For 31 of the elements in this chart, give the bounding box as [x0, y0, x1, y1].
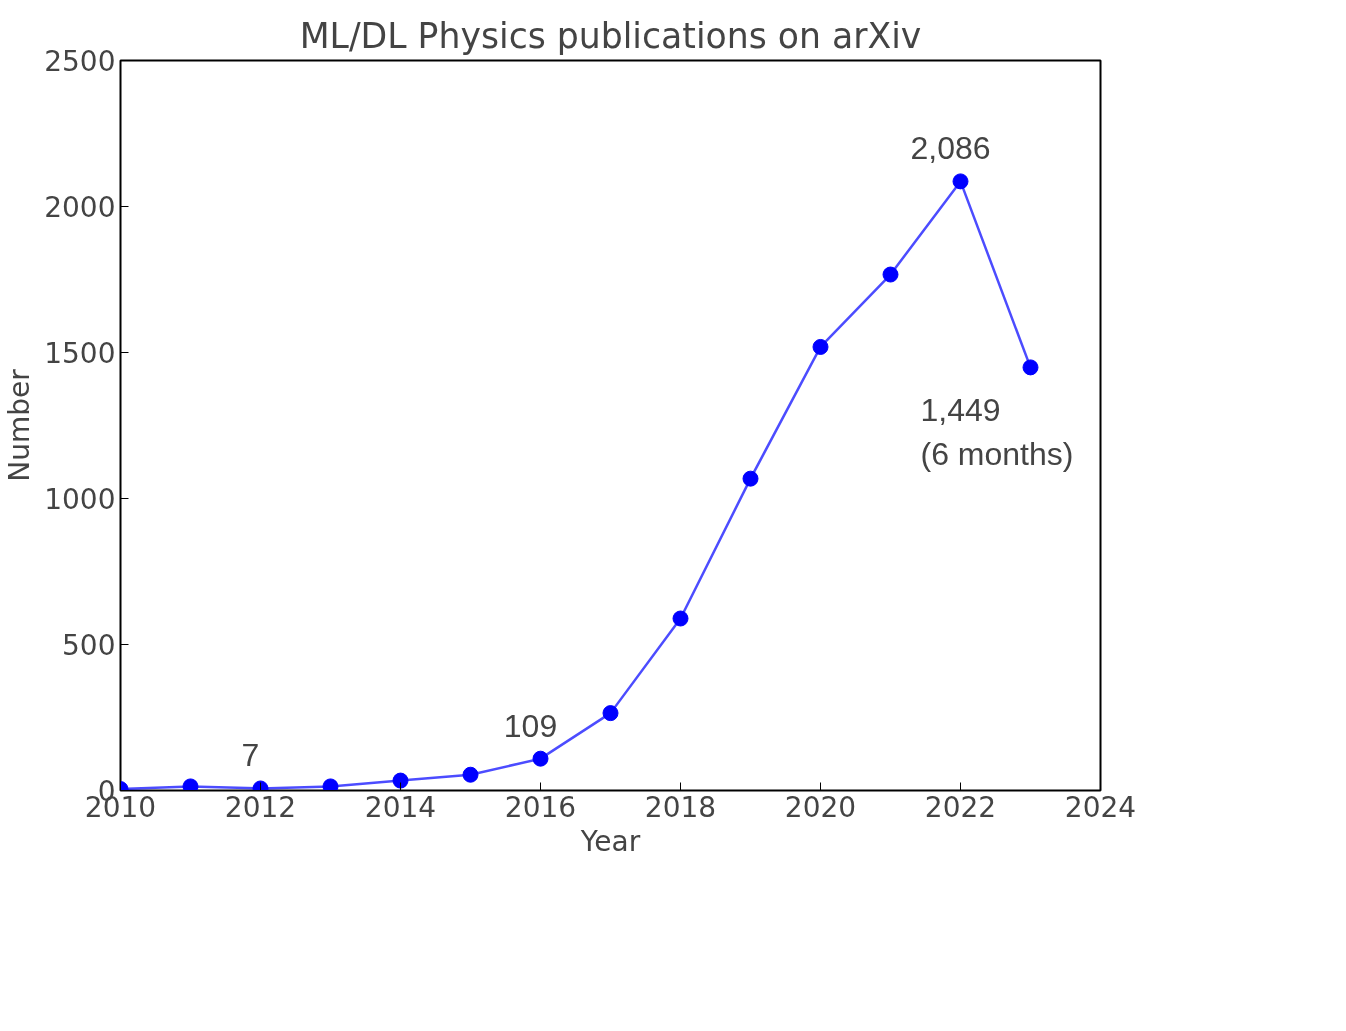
point	[322, 778, 339, 791]
y-tick-label: 2000	[44, 191, 116, 224]
x-tick-label: 2016	[504, 790, 577, 824]
point	[602, 705, 619, 722]
annotation: 109	[503, 707, 558, 744]
annotation: 2,086	[910, 130, 991, 167]
point	[392, 772, 409, 789]
y-tick-label: 500	[62, 629, 116, 662]
y-tick-label: 1500	[44, 337, 116, 370]
annotation: 7	[241, 737, 260, 774]
point	[812, 338, 829, 355]
x-tick-label: 2012	[224, 790, 297, 824]
annotation: 1,449 (6 months)	[920, 392, 1074, 472]
point	[742, 470, 759, 487]
point	[462, 766, 479, 783]
x-tick-label: 2024	[1064, 790, 1137, 824]
x-tick-label: 2020	[784, 790, 857, 824]
point	[882, 266, 899, 283]
point	[952, 173, 969, 190]
x-tick-label: 2014	[364, 790, 437, 824]
x-tick-label: 2022	[924, 790, 997, 824]
point	[672, 610, 689, 627]
point	[532, 750, 549, 767]
y-axis-title: Number	[3, 368, 37, 482]
y-tick-label: 1000	[44, 483, 116, 516]
point	[1022, 359, 1039, 376]
y-tick-label: 2500	[44, 45, 116, 78]
point	[182, 778, 199, 791]
x-axis-title: Year	[579, 824, 641, 858]
chart-title: ML/DL Physics publications on arXiv	[299, 15, 922, 56]
x-tick-label: 2018	[644, 790, 717, 824]
